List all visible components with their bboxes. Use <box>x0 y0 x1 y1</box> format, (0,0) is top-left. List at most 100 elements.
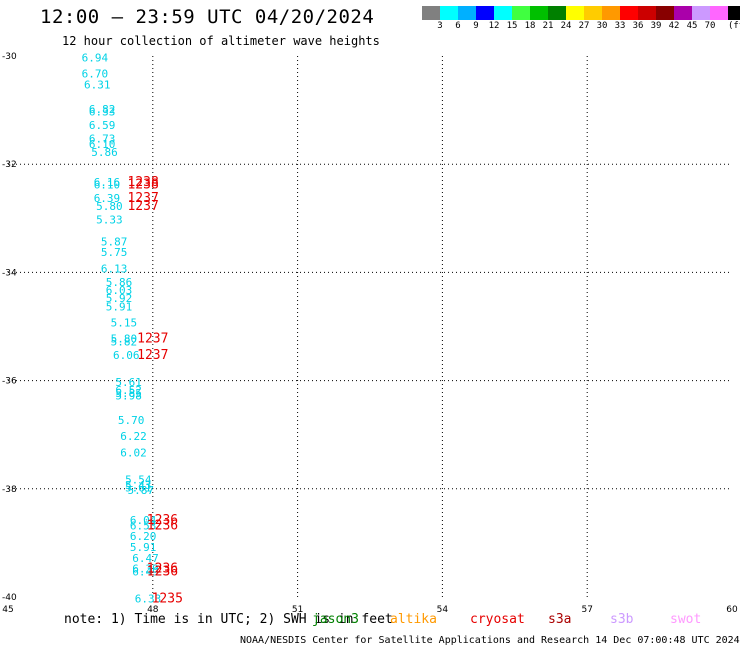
swh-point-label: 5.87 <box>127 484 154 497</box>
swh-point-label: 6.94 <box>82 51 109 64</box>
legend-label: 6 <box>455 21 461 31</box>
swh-point-label: 5.75 <box>101 246 128 259</box>
swh-point-label: 6.10 <box>89 138 116 151</box>
x-tick-label: 60 <box>726 605 738 615</box>
swh-point-label: 6.22 <box>120 430 147 443</box>
swh-point-label: 6.82 <box>89 103 116 116</box>
page-subtitle: 12 hour collection of altimeter wave hei… <box>62 34 380 48</box>
legend-label: 33 <box>614 21 626 31</box>
swh-point-label: 5.92 <box>106 292 133 305</box>
y-tick-label: -36 <box>2 377 17 387</box>
swh-point-label: 5.15 <box>111 317 138 330</box>
swh-point-label: 6.20 <box>130 530 157 543</box>
legend-swatch <box>602 6 620 20</box>
swh-point-label: 6.70 <box>82 68 109 81</box>
x-tick-label: 57 <box>581 605 592 615</box>
legend-swatch <box>692 6 710 20</box>
color-legend <box>422 6 740 20</box>
swh-point-label: 6.39 <box>94 192 121 205</box>
cryosat-point-label: 1237 <box>127 191 158 206</box>
swh-point-label: 5.43 <box>125 479 152 492</box>
color-legend-labels: 3 6 9 12 15 18 21 24 27 30 33 36 39 42 45 70 <box>422 21 740 33</box>
x-tick-label: 48 <box>147 605 159 615</box>
swh-point-label: 5.91 <box>106 300 133 313</box>
legend-swatch <box>674 6 692 20</box>
swh-point-label: 6.33 <box>135 592 162 605</box>
swh-point-label: 6.13 <box>101 262 128 275</box>
legend-label: 70 <box>704 21 716 31</box>
legend-swatch <box>710 6 728 20</box>
swh-point-label: 5.54 <box>125 473 152 486</box>
legend-swatch <box>566 6 584 20</box>
page-title: 12:00 – 23:59 UTC 04/20/2024 <box>40 6 375 28</box>
swh-point-label: 6.03 <box>106 284 133 297</box>
cryosat-point-label: 1236 <box>147 518 178 533</box>
legend-swatch <box>494 6 512 20</box>
cryosat-point-label: 1237 <box>137 332 168 347</box>
swh-point-label: 5.86 <box>106 276 133 289</box>
swh-point-label: 6.02 <box>120 446 147 459</box>
swh-point-label: 5.61 <box>115 376 142 389</box>
legend-label: 39 <box>650 21 662 31</box>
cryosat-point-label: 1237 <box>127 199 158 214</box>
legend-label: 36 <box>632 21 644 31</box>
legend-label: 3 <box>437 21 443 31</box>
swh-point-label: 6.49 <box>132 565 159 578</box>
cryosat-point-label: 1236 <box>147 564 178 579</box>
legend-swatch <box>476 6 494 20</box>
legend-swatch <box>458 6 476 20</box>
legend-swatch <box>548 6 566 20</box>
legend-swatch <box>530 6 548 20</box>
satellite-legend-swot: swot <box>670 612 702 627</box>
swh-point-label: 6.06 <box>113 349 140 362</box>
swh-point-label: 6.10 <box>94 179 121 192</box>
swh-point-label: 6.33 <box>89 106 116 119</box>
x-tick-label: 54 <box>437 605 449 615</box>
y-tick-label: -40 <box>2 593 17 603</box>
swh-point-label: 6.31 <box>84 78 111 91</box>
y-tick-label: -38 <box>2 485 17 495</box>
cryosat-point-label: 1235 <box>152 591 183 606</box>
legend-label: 18 <box>524 21 536 31</box>
legend-label: 30 <box>596 21 608 31</box>
legend-swatch <box>728 6 740 20</box>
swh-point-label: 5.70 <box>118 414 145 427</box>
cryosat-point-label: 1236 <box>147 513 178 528</box>
cryosat-point-label: 1237 <box>137 348 168 363</box>
legend-swatch <box>656 6 674 20</box>
legend-label: 45 <box>686 21 698 31</box>
cryosat-point-label: 1236 <box>147 562 178 577</box>
y-tick-label: -32 <box>2 160 17 170</box>
legend-swatch <box>638 6 656 20</box>
satellite-legend-jason3: jason3 <box>312 612 359 627</box>
swh-point-label: 5.98 <box>115 390 142 403</box>
legend-label: 27 <box>578 21 590 31</box>
swh-point-label: 6.73 <box>89 133 116 146</box>
satellite-legend-s3b: s3b <box>610 612 634 627</box>
legend-label: 24 <box>560 21 572 31</box>
legend-label: 42 <box>668 21 680 31</box>
swh-point-label: 6.04 <box>130 514 157 527</box>
legend-swatch <box>584 6 602 20</box>
swh-point-label: 5.85 <box>115 387 142 400</box>
y-tick-label: -30 <box>2 52 17 62</box>
legend-swatch <box>422 6 440 20</box>
swh-point-label: 6.52 <box>115 384 142 397</box>
swh-point-label: 6.59 <box>89 119 116 132</box>
legend-label: 15 <box>506 21 518 31</box>
swh-point-label: 6.53 <box>130 519 157 532</box>
x-tick-label: 51 <box>292 605 303 615</box>
swh-point-label: 5.91 <box>130 541 157 554</box>
y-tick-label: -34 <box>2 268 17 278</box>
legend-label: 9 <box>473 21 479 31</box>
legend-unit: (ft) <box>728 21 740 31</box>
footer-note: note: 1) Time is in UTC; 2) SWH is in fe… <box>64 612 393 627</box>
satellite-legend-s3a: s3a <box>548 612 572 627</box>
swh-point-label: 5.80 <box>111 333 138 346</box>
swh-point-label: 6.39 <box>132 563 159 576</box>
swh-point-label: 6.47 <box>132 552 159 565</box>
legend-swatch <box>440 6 458 20</box>
legend-label: 21 <box>542 21 554 31</box>
legend-swatch <box>512 6 530 20</box>
